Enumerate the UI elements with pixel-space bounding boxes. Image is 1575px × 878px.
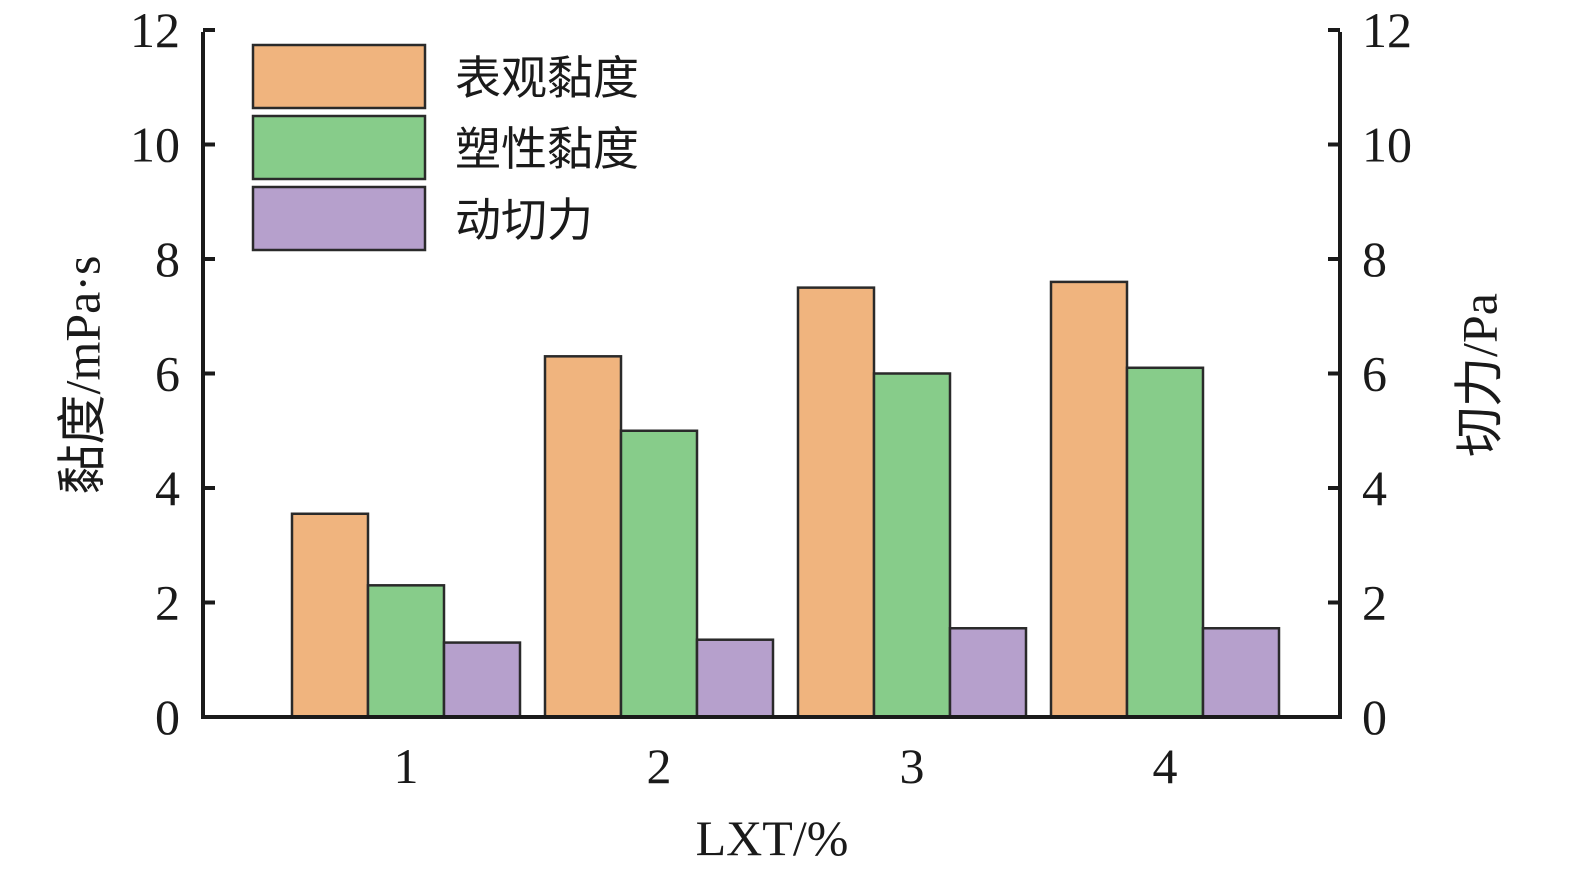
bar-2-2 (619, 429, 699, 719)
x-tick-label: 2 (647, 738, 672, 794)
left-ticks: 0 2 4 6 8 10 12 (130, 2, 215, 745)
x-axis-label: LXT/% (696, 810, 849, 866)
bar-2-3 (872, 372, 952, 719)
right-tick-label: 12 (1362, 2, 1412, 58)
x-tick-label: 1 (394, 738, 419, 794)
left-tick-label: 10 (130, 117, 180, 173)
right-tick-label: 6 (1362, 346, 1387, 402)
bar-1-4 (1049, 280, 1129, 719)
right-ticks: 0 2 4 6 8 10 12 (1328, 2, 1412, 745)
y-axis-label: 黏度/mPa·s (54, 256, 110, 495)
right-tick-label: 10 (1362, 117, 1412, 173)
left-tick-label: 12 (130, 2, 180, 58)
left-tick-label: 8 (155, 231, 180, 287)
bar-3-3 (948, 627, 1028, 719)
right-tick-label: 0 (1362, 689, 1387, 745)
right-tick-label: 2 (1362, 575, 1387, 631)
x-tick-label: 4 (1153, 738, 1178, 794)
legend-swatch (251, 114, 427, 181)
left-tick-label: 6 (155, 346, 180, 402)
bar-1-1 (290, 512, 370, 719)
bar-3-2 (695, 638, 775, 719)
bar-2-1 (366, 584, 446, 719)
bar-3-4 (1201, 627, 1281, 719)
left-tick-label: 4 (155, 460, 180, 516)
x-ticks: 1 2 3 4 (394, 738, 1178, 794)
legend-label: 塑性黏度 (455, 122, 639, 176)
right-tick-label: 4 (1362, 460, 1387, 516)
bar-3-1 (442, 641, 522, 719)
left-tick-label: 0 (155, 689, 180, 745)
bar-1-2 (543, 355, 623, 719)
bar-2-4 (1125, 366, 1205, 719)
right-tick-label: 8 (1362, 231, 1387, 287)
bar-1-3 (796, 286, 876, 719)
left-tick-label: 2 (155, 575, 180, 631)
legend-label: 动切力 (455, 193, 593, 247)
legend-swatch (251, 185, 427, 252)
legend-label: 表观黏度 (455, 51, 639, 105)
legend-swatch (251, 43, 427, 110)
x-tick-label: 3 (900, 738, 925, 794)
y2-axis-label: 切力/Pa (1451, 293, 1507, 457)
bars-layer (290, 280, 1281, 719)
